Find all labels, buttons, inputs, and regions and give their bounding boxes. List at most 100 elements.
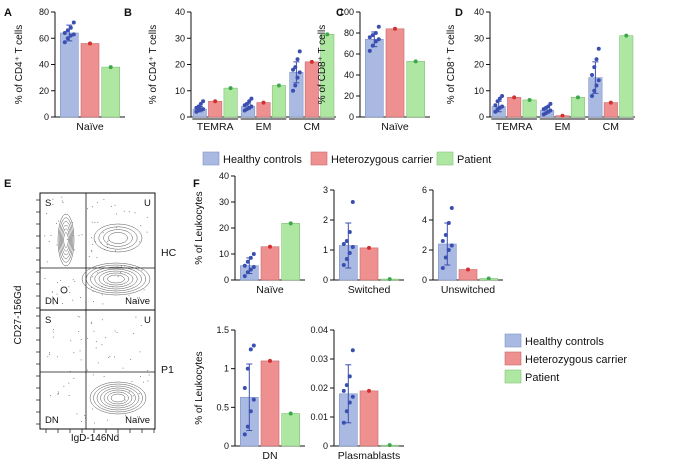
event-dot [131, 381, 133, 383]
density-contour-naive [107, 391, 129, 405]
data-point [293, 83, 298, 88]
event-dot [92, 408, 94, 410]
event-dot [116, 332, 118, 334]
bar-1 [603, 102, 618, 118]
category-label: Naïve [381, 121, 409, 133]
y-tick-label: 2 [422, 245, 427, 255]
y-tick-label: 4 [422, 215, 427, 225]
data-point [251, 397, 256, 402]
data-point [291, 88, 296, 93]
event-dot [97, 221, 99, 223]
data-point [624, 33, 629, 38]
event-dot [87, 208, 89, 210]
event-dot [92, 374, 94, 376]
panel-letter: F [193, 178, 200, 190]
data-point [413, 59, 418, 64]
density-contour-unswitched [98, 226, 138, 250]
y-tick-label: 0 [422, 275, 427, 285]
data-point [251, 343, 256, 348]
y-tick-label: 10 [175, 86, 185, 96]
y-tick-label: 0.02 [310, 383, 328, 393]
data-point [344, 409, 349, 414]
event-dot [52, 336, 54, 338]
bar-1 [385, 28, 405, 118]
event-dot [68, 394, 70, 396]
flow-top-gate-s: S [45, 198, 51, 209]
bar-2 [281, 413, 301, 447]
event-dot [103, 199, 105, 201]
panel-letter-e: E [4, 178, 11, 190]
data-point [62, 31, 67, 35]
data-point [387, 277, 392, 282]
y-tick-label: 40 [474, 7, 484, 17]
legend-label-healthy: Healthy controls [223, 154, 302, 166]
data-point [276, 83, 281, 88]
event-dot [72, 235, 74, 237]
event-dot [81, 234, 83, 236]
event-dot [143, 289, 145, 291]
flow-bottom-gate-u: U [144, 315, 151, 326]
data-point [245, 424, 250, 429]
data-point [244, 101, 249, 106]
data-point [268, 358, 272, 363]
data-point [443, 255, 448, 260]
data-point [527, 97, 532, 102]
event-dot [93, 330, 95, 332]
bar-2 [101, 66, 120, 118]
data-point [370, 33, 375, 38]
event-dot [56, 293, 58, 295]
category-label: Plasmablasts [338, 450, 400, 459]
event-dot [117, 266, 119, 268]
event-dot [68, 382, 70, 384]
chart-f-6: 0 2 4 6 Unswitched [422, 185, 503, 296]
event-dot [96, 202, 98, 204]
data-point [590, 73, 595, 77]
data-point [213, 99, 218, 104]
data-point [373, 39, 378, 44]
flow-top-gate-u: U [144, 198, 151, 209]
density-contour-naive [94, 268, 138, 290]
data-point [293, 65, 298, 70]
panel-letter: C [336, 7, 344, 19]
y-tick-label: 80 [344, 28, 354, 38]
y-tick-label: 1.5 [216, 325, 229, 335]
bar-1 [256, 102, 271, 118]
event-dot [110, 205, 112, 207]
event-dot [78, 235, 80, 237]
event-dot [140, 225, 142, 227]
event-dot [102, 303, 104, 305]
y-tick-label: 20 [344, 91, 354, 101]
flow-plot-frame [39, 192, 156, 430]
event-dot [93, 422, 95, 424]
legend-swatch-carrier [504, 351, 522, 366]
data-point [350, 245, 355, 249]
event-dot [95, 341, 97, 343]
data-point [367, 245, 371, 250]
data-point [594, 83, 599, 88]
event-dot [73, 249, 75, 251]
panel-letter: B [124, 7, 132, 19]
data-point [347, 374, 352, 379]
data-point [393, 26, 397, 31]
event-dot [124, 415, 126, 417]
data-point [495, 99, 500, 104]
y-tick-label: 10 [474, 86, 484, 96]
legend-bottom: Healthy controls Heterozygous carrier Pa… [504, 333, 627, 384]
event-dot [148, 374, 150, 376]
data-point [376, 37, 381, 42]
data-point [592, 65, 597, 70]
event-dot [92, 243, 94, 245]
event-dot [101, 294, 103, 296]
data-point [370, 43, 375, 48]
event-dot [91, 221, 93, 223]
event-dot [106, 247, 108, 249]
event-dot [79, 296, 81, 298]
data-point [347, 400, 352, 405]
event-dot [52, 198, 54, 200]
data-point [548, 108, 553, 113]
legend-label-healthy: Healthy controls [525, 336, 604, 348]
legend-swatch-patient [504, 369, 522, 384]
data-point [295, 75, 300, 80]
bar-2 [570, 97, 585, 118]
event-dot [55, 222, 57, 224]
